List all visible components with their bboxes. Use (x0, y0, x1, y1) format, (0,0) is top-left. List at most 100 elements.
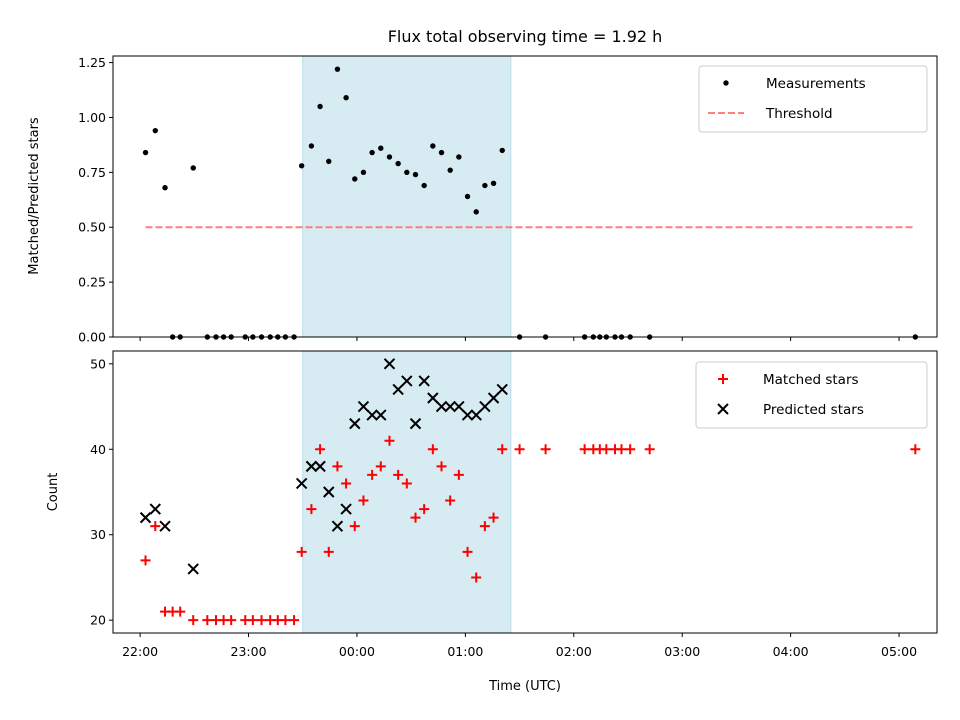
data-point (159, 520, 171, 532)
data-point (427, 444, 438, 455)
data-point (343, 95, 349, 101)
y-tick-label: 1.25 (78, 55, 106, 70)
data-point (421, 182, 427, 189)
bottom-y-axis-label: Count (46, 473, 61, 512)
data-point (341, 478, 352, 489)
x-tick-label: 05:00 (881, 644, 917, 659)
x-tick-label: 00:00 (339, 644, 375, 659)
data-point (375, 461, 386, 472)
data-point (435, 400, 448, 413)
data-point (470, 409, 482, 421)
data-point (488, 512, 499, 523)
data-point (384, 435, 395, 446)
bottom-panel: 20 30 40 50 22:00 23:00 00:00 01:00 02:00 03:00 04… (90, 350, 938, 659)
data-point (366, 409, 378, 421)
data-point (404, 169, 410, 176)
data-point (479, 521, 490, 532)
x-tick-label: 22:00 (122, 644, 158, 659)
data-point (514, 444, 525, 455)
data-point (140, 555, 151, 566)
x-tick-label: 01:00 (447, 644, 483, 659)
x-tick-label: 04:00 (773, 644, 809, 659)
y-tick-label: 0.25 (78, 275, 106, 290)
x-tick-label: 03:00 (664, 644, 700, 659)
legend-plus-swatch (718, 374, 728, 384)
data-point (162, 185, 168, 191)
data-point (358, 495, 369, 506)
data-point (349, 521, 360, 532)
data-point (412, 171, 419, 178)
data-point (340, 503, 352, 515)
legend-dot-swatch (723, 80, 729, 86)
axes-frame (112, 55, 938, 338)
legend-label: Predicted stars (763, 402, 864, 418)
top-panel: 0.00 0.25 0.50 0.75 1.00 1.25 Measurements Thre… (78, 55, 938, 345)
data-point (430, 143, 436, 149)
data-point (152, 127, 158, 134)
data-point (487, 392, 500, 404)
data-point (317, 103, 323, 110)
data-point (280, 615, 291, 626)
data-point (427, 392, 439, 404)
data-point (393, 469, 404, 480)
y-tick-label: 1.00 (78, 110, 106, 125)
data-point (436, 461, 447, 472)
data-point (496, 383, 508, 396)
legend: Matched stars Predicted stars (695, 361, 928, 429)
data-point (349, 417, 361, 430)
data-point (445, 495, 456, 506)
data-point (289, 615, 300, 626)
data-point (334, 66, 341, 72)
data-point (190, 165, 196, 171)
data-point (462, 546, 473, 557)
data-point (360, 169, 367, 176)
y-tick-label: 0.75 (78, 165, 106, 180)
data-point (315, 444, 326, 455)
legend-x-swatch (717, 403, 729, 415)
data-point (490, 180, 497, 187)
data-point (482, 182, 488, 189)
data-point (386, 154, 393, 160)
data-point (471, 572, 482, 583)
series-predicted-stars (139, 358, 508, 575)
legend-label: Threshold (765, 106, 833, 122)
data-point (456, 154, 462, 160)
data-point (308, 143, 315, 149)
data-point (226, 615, 237, 626)
data-point (601, 444, 612, 455)
data-point (367, 469, 378, 480)
data-point (473, 209, 479, 215)
data-point (616, 444, 627, 455)
data-point (378, 145, 384, 151)
data-point (383, 358, 396, 370)
data-point (447, 167, 453, 173)
data-point (188, 615, 199, 626)
data-point (357, 400, 370, 413)
data-point (323, 546, 334, 557)
data-point (375, 409, 387, 421)
data-point (479, 400, 491, 413)
y-tick-label: 50 (90, 356, 106, 371)
y-tick-label: 40 (90, 442, 106, 457)
data-point (314, 460, 326, 473)
data-point (625, 444, 636, 455)
series-matched-stars (140, 435, 921, 626)
y-tick-label: 0.00 (78, 330, 106, 345)
data-point (401, 375, 413, 387)
x-tick-label: 23:00 (231, 644, 267, 659)
data-point (150, 521, 161, 532)
data-point (499, 147, 505, 154)
legend: Measurements Threshold (698, 65, 928, 133)
data-point (464, 193, 471, 200)
data-point (410, 512, 421, 523)
data-point (175, 606, 186, 617)
data-point (497, 444, 508, 455)
data-point (298, 163, 305, 169)
legend-box (695, 361, 928, 429)
observing-span (302, 350, 512, 634)
data-point (323, 486, 335, 498)
data-point (142, 149, 149, 156)
data-point (409, 417, 422, 430)
data-point (438, 149, 445, 156)
